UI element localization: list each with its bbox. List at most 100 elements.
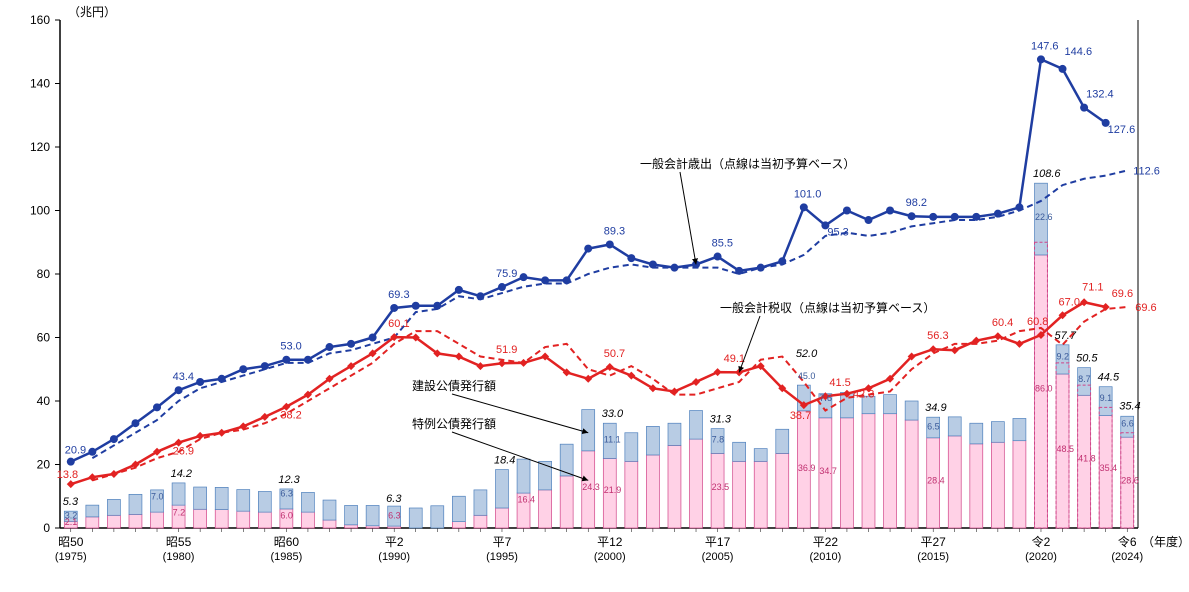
label-tax-value: 60.4 — [992, 317, 1013, 329]
label-bar-small: 28.6 — [1121, 476, 1139, 486]
line-expenditure-marker — [412, 302, 420, 310]
line-expenditure-marker — [476, 292, 484, 300]
label-bar-small: 7.0 — [151, 491, 164, 501]
line-expenditure-marker — [929, 213, 937, 221]
label-tax-value: 41.5 — [829, 377, 850, 389]
bar-construction-bond — [625, 433, 638, 462]
bar-construction-bond — [86, 505, 99, 517]
line-tax-marker — [1015, 340, 1023, 348]
bar-special-bond — [646, 455, 659, 528]
line-expenditure-marker — [498, 283, 506, 291]
line-expenditure-marker — [239, 365, 247, 373]
line-expenditure-marker — [261, 362, 269, 370]
bar-special-bond — [1013, 441, 1026, 528]
x-era-label: 平22 — [813, 535, 839, 549]
label-bar-small: 6.6 — [1121, 418, 1134, 428]
bar-construction-bond — [496, 470, 509, 508]
bar-special-bond — [258, 512, 271, 528]
label-expenditure-value: 43.4 — [173, 371, 194, 383]
bar-special-bond — [237, 511, 250, 528]
label-bar-total: 35.4 — [1119, 401, 1140, 413]
label-bar-small: 34.7 — [819, 466, 837, 476]
label-bar-total: 50.5 — [1076, 353, 1098, 365]
callout-construction_bond: 建設公債発行額 — [412, 378, 496, 393]
line-expenditure-marker — [455, 286, 463, 294]
label-expenditure-value: 89.3 — [604, 225, 625, 237]
label-bar-small: 2.1 — [65, 517, 78, 527]
line-tax-marker — [455, 353, 463, 361]
x-year-label: (2024) — [1111, 551, 1143, 563]
line-expenditure-marker — [994, 210, 1002, 218]
label-tax-value: 26.9 — [173, 446, 194, 458]
label-expenditure-value: 69.3 — [388, 289, 409, 301]
label-bar-small: 28.4 — [927, 476, 945, 486]
label-expenditure-value: 75.9 — [496, 268, 517, 280]
x-year-label: (2005) — [702, 551, 734, 563]
bar-special-bond — [776, 453, 789, 528]
y-tick-label: 60 — [37, 331, 51, 345]
label-expenditure-value: 20.9 — [65, 445, 86, 457]
x-year-label: (1990) — [378, 551, 410, 563]
line-expenditure-marker — [175, 386, 183, 394]
label-expenditure-value: 112.6 — [1133, 165, 1160, 177]
y-tick-label: 140 — [30, 77, 50, 91]
x-era-label: 平17 — [705, 535, 731, 549]
label-expenditure-value: 132.4 — [1086, 89, 1114, 101]
label-bar-total: 31.3 — [710, 414, 732, 426]
line-expenditure-marker — [670, 264, 678, 272]
line-tax-marker — [67, 480, 75, 488]
bar-special-bond — [496, 508, 509, 528]
bar-special-bond — [970, 444, 983, 528]
bar-construction-bond — [884, 395, 897, 414]
callout-arrow — [680, 172, 696, 264]
x-year-label: (1995) — [486, 551, 518, 563]
label-tax-value: 49.1 — [724, 353, 745, 365]
label-bar-small: 8.7 — [1078, 374, 1091, 384]
label-expenditure-value: 147.6 — [1031, 40, 1059, 52]
bar-construction-bond — [237, 490, 250, 512]
line-expenditure-marker — [908, 212, 916, 220]
label-bar-total: 12.3 — [278, 474, 300, 486]
bar-construction-bond — [431, 506, 444, 528]
y-tick-label: 40 — [37, 394, 51, 408]
label-bar-small: 7.2 — [173, 507, 186, 517]
line-expenditure-marker — [131, 419, 139, 427]
line-tax-marker — [692, 378, 700, 386]
line-expenditure-marker — [390, 304, 398, 312]
bar-special-bond — [215, 510, 228, 528]
label-bar-small: 22.6 — [1035, 212, 1053, 222]
bar-special-bond — [539, 490, 552, 528]
label-bar-small: 7.6 — [819, 393, 832, 403]
label-bar-small: 6.3 — [388, 510, 401, 520]
line-expenditure-marker — [951, 213, 959, 221]
label-tax-value: 60.8 — [1027, 316, 1048, 328]
label-bar-small: 24.3 — [582, 482, 600, 492]
label-expenditure-value: 53.0 — [280, 341, 301, 353]
line-expenditure-marker — [1015, 203, 1023, 211]
line-expenditure-marker — [110, 435, 118, 443]
label-bar-small: 9.2 — [1057, 352, 1070, 362]
line-expenditure-marker — [541, 276, 549, 284]
label-bar-total: 6.3 — [386, 493, 402, 505]
line-tax-marker — [520, 359, 528, 367]
bar-construction-bond — [258, 491, 271, 512]
bar-construction-bond — [970, 423, 983, 444]
bar-special-bond — [668, 445, 681, 528]
x-year-label: (1980) — [163, 551, 195, 563]
line-tax-marker — [261, 413, 269, 421]
line-expenditure-marker — [606, 240, 614, 248]
line-expenditure-marker — [886, 207, 894, 215]
line-tax-marker — [476, 362, 484, 370]
bar-special-bond — [86, 517, 99, 528]
bar-construction-bond — [452, 496, 465, 521]
y-tick-label: 100 — [30, 204, 50, 218]
label-expenditure-value: 95.3 — [827, 226, 848, 238]
bar-special-bond — [948, 436, 961, 528]
bar-special-bond — [151, 512, 164, 528]
bar-construction-bond — [948, 417, 961, 436]
line-expenditure-marker — [778, 257, 786, 265]
x-era-label: 平7 — [493, 535, 512, 549]
label-bar-small: 16.4 — [518, 495, 536, 505]
x-unit-label: （年度） — [1142, 534, 1189, 549]
bar-special-bond — [840, 418, 853, 528]
